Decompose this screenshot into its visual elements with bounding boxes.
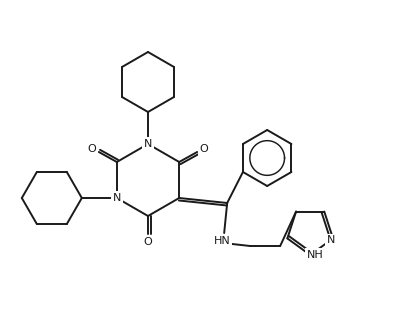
Text: O: O	[88, 144, 96, 154]
Text: N: N	[327, 236, 335, 246]
Text: O: O	[144, 237, 152, 247]
Text: O: O	[200, 144, 209, 154]
Text: HN: HN	[214, 236, 230, 246]
Text: NH: NH	[307, 250, 324, 260]
Text: N: N	[144, 139, 152, 149]
Text: N: N	[112, 193, 121, 203]
